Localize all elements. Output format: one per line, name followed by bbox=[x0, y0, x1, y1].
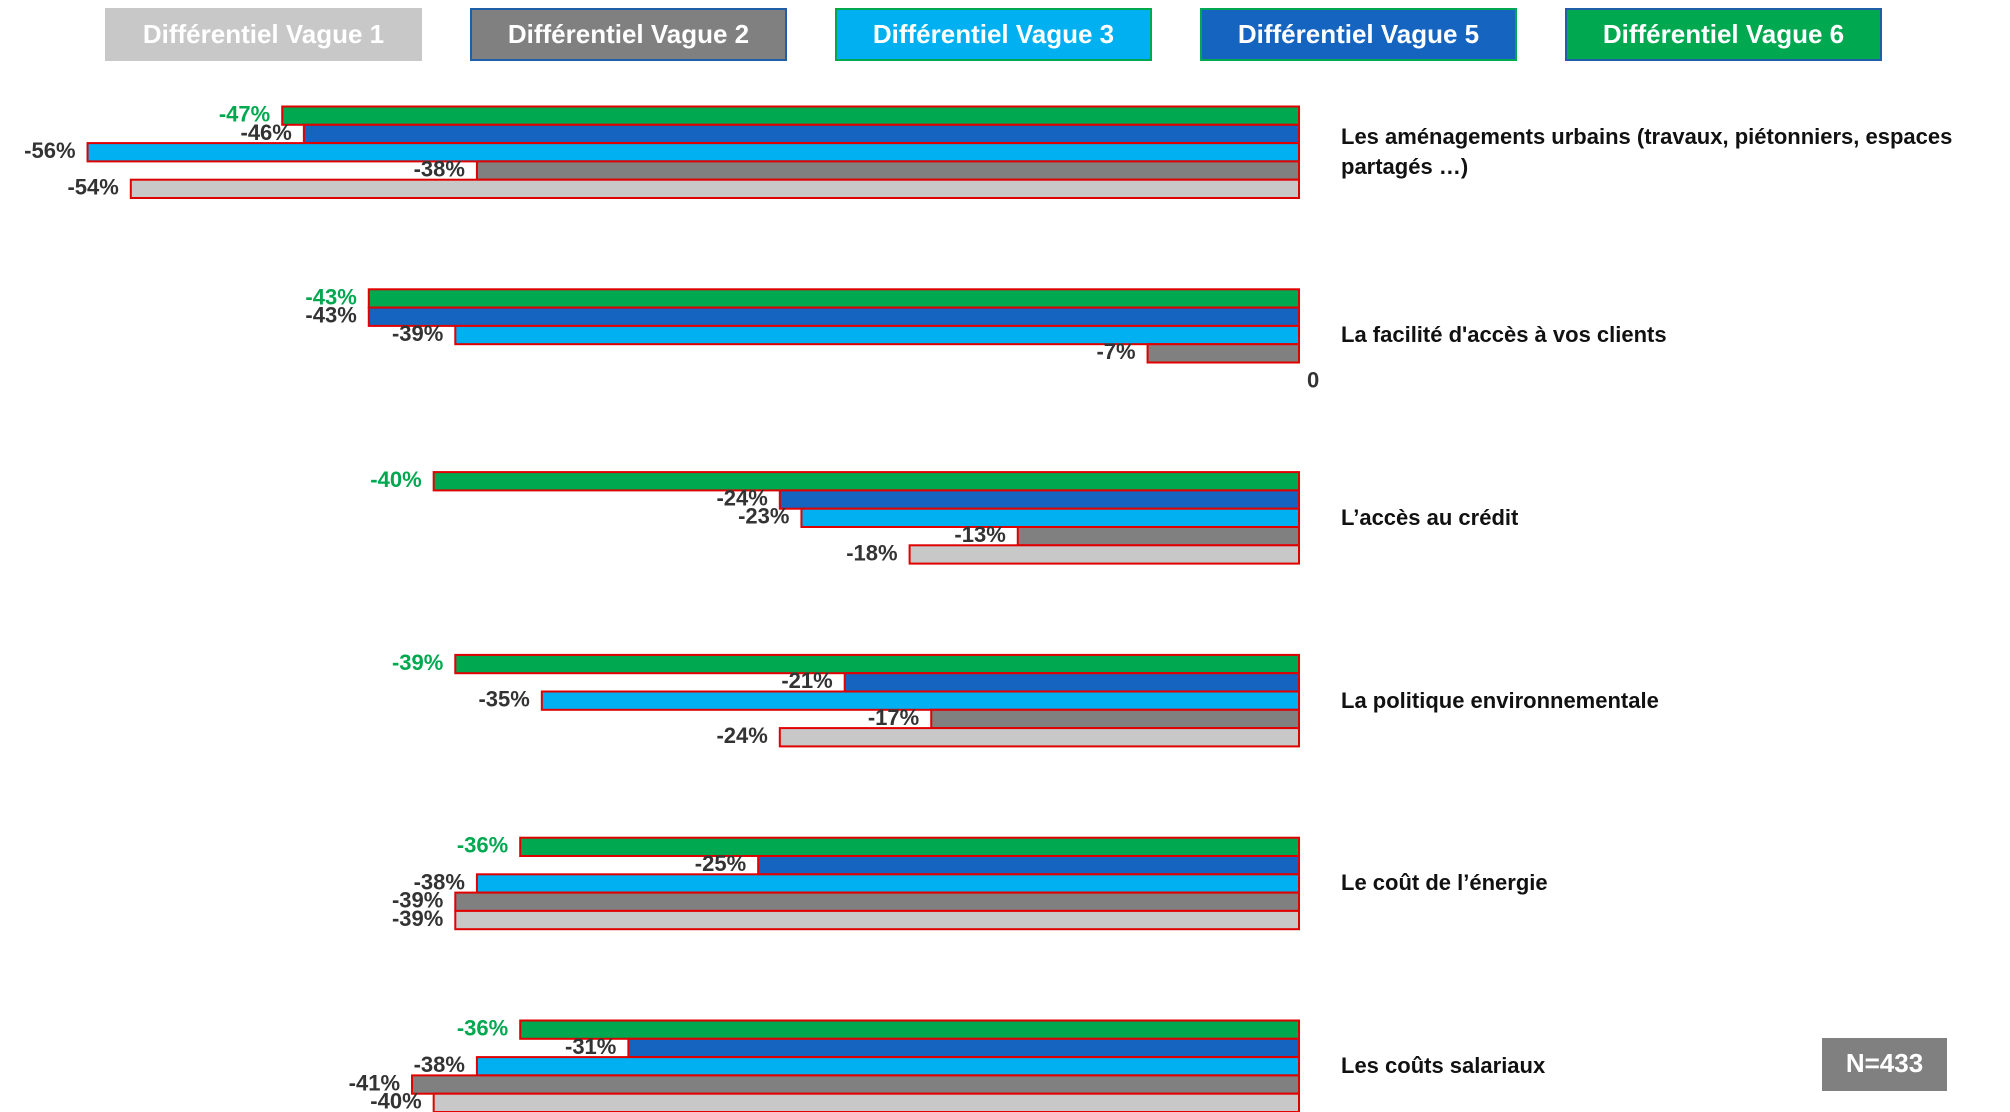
value-label: -38% bbox=[414, 156, 465, 181]
bar bbox=[1016, 526, 1300, 547]
value-label: -54% bbox=[67, 175, 118, 200]
legend-box bbox=[835, 8, 1152, 61]
category-label: Les aménagements urbains (travaux, piéto… bbox=[1341, 124, 1953, 180]
legend-label: Différentiel Vague 3 bbox=[873, 19, 1114, 49]
value-label: -39% bbox=[392, 888, 443, 913]
bar bbox=[475, 873, 1300, 894]
value-label: -24% bbox=[716, 485, 767, 510]
bar bbox=[778, 727, 1300, 748]
legend-label: Différentiel Vague 2 bbox=[508, 19, 749, 49]
bar bbox=[627, 1037, 1300, 1059]
bar bbox=[519, 1019, 1300, 1040]
value-label: -41% bbox=[349, 1070, 400, 1095]
legend-label: Différentiel Vague 6 bbox=[1603, 19, 1844, 49]
bar bbox=[302, 123, 1301, 145]
value-label: -17% bbox=[868, 705, 919, 730]
category-label: La facilité d'accès à vos clients bbox=[1341, 322, 1667, 348]
value-label: -21% bbox=[781, 668, 832, 693]
value-label: -56% bbox=[24, 138, 75, 163]
value-label: -39% bbox=[392, 906, 443, 931]
category-label: Les coûts salariaux bbox=[1341, 1053, 1546, 1079]
category-label: L’accès au crédit bbox=[1341, 504, 1519, 530]
bar bbox=[367, 288, 1300, 309]
legend-label: Différentiel Vague 1 bbox=[143, 19, 384, 49]
bar bbox=[454, 653, 1300, 675]
legend-box bbox=[105, 8, 422, 61]
legend-label: Différentiel Vague 5 bbox=[1238, 19, 1479, 49]
value-label: -18% bbox=[846, 540, 897, 565]
bar bbox=[367, 306, 1300, 327]
value-label: -46% bbox=[241, 120, 292, 145]
bar bbox=[519, 836, 1300, 858]
legend-box bbox=[470, 8, 787, 61]
bar bbox=[540, 690, 1300, 711]
bar bbox=[454, 324, 1300, 346]
legend-box bbox=[1200, 8, 1517, 61]
value-label: -35% bbox=[478, 686, 529, 711]
bar bbox=[843, 672, 1300, 693]
value-label: -23% bbox=[738, 504, 789, 529]
value-label: -25% bbox=[695, 851, 746, 876]
value-label: -7% bbox=[1096, 339, 1135, 364]
bar bbox=[778, 489, 1300, 510]
value-label: -38% bbox=[414, 1052, 465, 1077]
value-label: -36% bbox=[457, 1015, 508, 1040]
value-label: -43% bbox=[305, 303, 356, 328]
bar bbox=[475, 160, 1300, 181]
category-label: Le coût de l’énergie bbox=[1341, 870, 1548, 896]
bar bbox=[475, 1056, 1300, 1077]
value-label: -39% bbox=[392, 321, 443, 346]
bar bbox=[454, 891, 1300, 912]
bar bbox=[1146, 343, 1300, 364]
value-label: -38% bbox=[414, 869, 465, 894]
note: N=433 bbox=[1846, 1048, 1923, 1078]
value-label: -31% bbox=[565, 1034, 616, 1059]
bar bbox=[930, 708, 1300, 730]
value-label: -36% bbox=[457, 833, 508, 858]
value-label: -47% bbox=[219, 101, 270, 126]
bar bbox=[454, 909, 1300, 931]
bar bbox=[432, 1092, 1300, 1112]
note-box bbox=[1822, 1038, 1947, 1091]
bar bbox=[800, 507, 1301, 529]
bar bbox=[411, 1074, 1300, 1095]
value-label: -43% bbox=[305, 284, 356, 309]
value-label: -13% bbox=[954, 522, 1005, 547]
legend-box bbox=[1565, 8, 1882, 61]
category-label: La politique environnementale bbox=[1341, 687, 1659, 713]
bar bbox=[757, 855, 1300, 876]
bar bbox=[129, 178, 1300, 199]
bar bbox=[281, 105, 1300, 126]
bar bbox=[908, 544, 1300, 565]
value-label: 0 bbox=[1307, 367, 1319, 392]
bar bbox=[86, 142, 1301, 163]
value-label: -40% bbox=[370, 467, 421, 492]
value-label: -40% bbox=[370, 1089, 421, 1112]
value-label: -39% bbox=[392, 650, 443, 675]
bar bbox=[432, 471, 1300, 492]
value-label: -24% bbox=[716, 723, 767, 748]
